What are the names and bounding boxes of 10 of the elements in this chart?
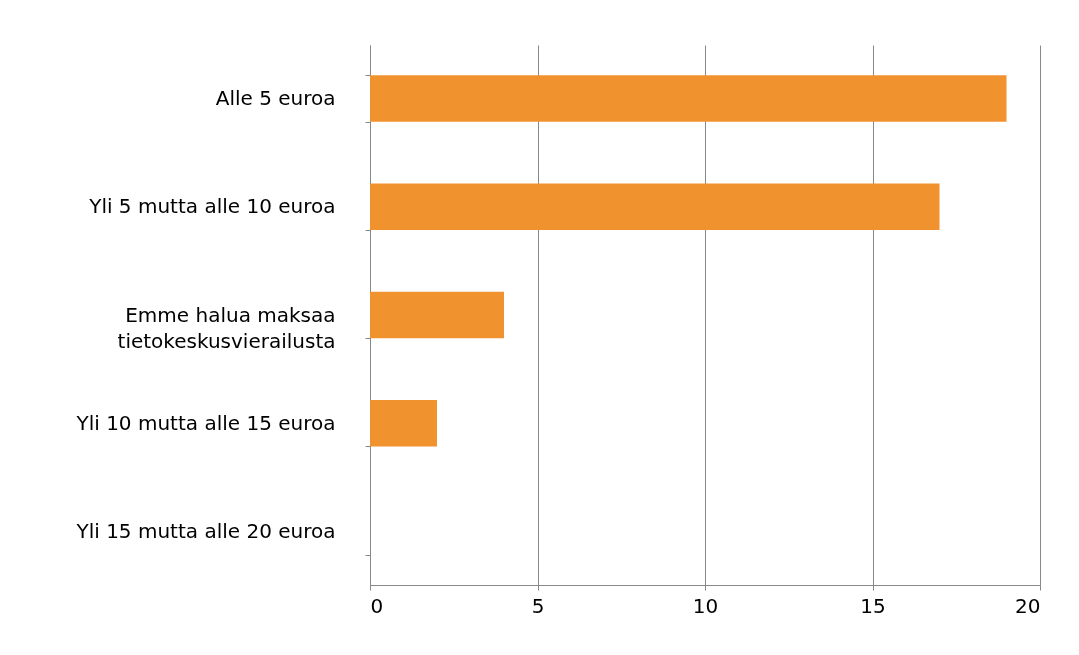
x-tick-label: 5 <box>531 593 545 618</box>
x-tick-label: 20 <box>1015 593 1041 618</box>
x-tick-label: 10 <box>692 593 719 618</box>
y-tick-label: Yli 10 mutta alle 15 euroa <box>75 410 336 435</box>
y-tick-label: Emme halua maksaa tietokeskusvierailusta <box>117 302 336 353</box>
x-tick-label: 15 <box>860 593 886 618</box>
x-tick-label: 0 <box>370 593 384 618</box>
y-tick-label: Yli 5 mutta alle 10 euroa <box>88 194 336 219</box>
y-tick-label: Alle 5 euroa <box>215 86 336 111</box>
y-tick-label: Yli 15 mutta alle 20 euroa <box>75 518 336 543</box>
